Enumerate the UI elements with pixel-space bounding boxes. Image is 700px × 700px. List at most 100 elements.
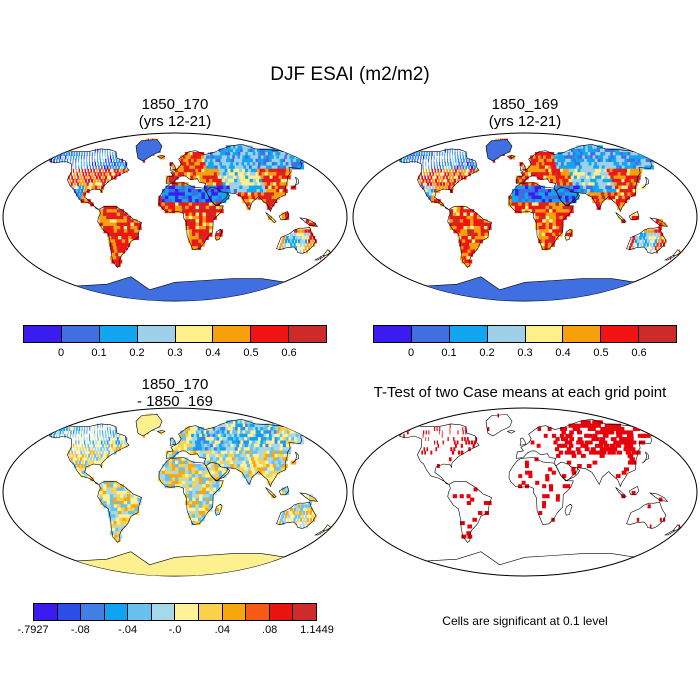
grid-cell	[527, 165, 532, 170]
grid-cell	[651, 246, 654, 251]
grid-cell	[108, 239, 114, 244]
grid-cell	[433, 155, 435, 160]
grid-cell	[195, 477, 200, 482]
grid-cell	[551, 195, 556, 200]
grid-cell	[449, 427, 451, 431]
grid-cell	[439, 430, 440, 435]
grid-cell	[284, 514, 288, 519]
grid-cell	[199, 501, 203, 505]
grid-cell	[227, 443, 233, 448]
grid-cell	[161, 192, 166, 197]
grid-cell	[83, 464, 87, 468]
grid-cell	[531, 189, 536, 193]
grid-cell	[218, 158, 223, 163]
grid-cell	[281, 490, 286, 495]
grid-cell	[89, 427, 91, 431]
grid-cell	[522, 165, 526, 170]
grid-cell	[97, 427, 98, 431]
grid-cell	[607, 182, 613, 187]
grid-cell	[98, 440, 100, 445]
grid-cell	[615, 185, 621, 190]
grid-cell	[171, 474, 176, 479]
grid-cell	[455, 158, 457, 163]
grid-cell	[195, 507, 200, 512]
grid-cell	[75, 162, 77, 167]
grid-cell	[58, 433, 61, 438]
grid-cell	[243, 440, 249, 445]
grid-cell	[518, 178, 523, 183]
grid-cell	[301, 514, 304, 519]
grid-cell	[188, 437, 193, 442]
grid-cell	[278, 450, 285, 455]
grid-cell	[73, 152, 76, 156]
grid-cell	[259, 178, 265, 183]
grid-cell	[165, 450, 170, 455]
grid-cell	[195, 168, 200, 173]
grid-cell	[538, 236, 543, 240]
colorbar-box	[563, 326, 602, 342]
grid-cell	[563, 182, 568, 187]
grid-cell	[528, 182, 533, 187]
grid-cell	[193, 433, 198, 438]
grid-cell	[561, 430, 566, 435]
grid-cell	[644, 239, 648, 244]
grid-cell	[103, 226, 108, 230]
grid-cell	[127, 501, 132, 505]
grid-cell	[178, 460, 183, 465]
grid-cell	[217, 427, 223, 431]
grid-cell	[188, 511, 193, 515]
grid-cell	[91, 178, 94, 183]
grid-cell	[515, 192, 519, 197]
grid-cell	[433, 162, 435, 167]
grid-cell	[210, 447, 216, 452]
grid-cell	[619, 199, 624, 204]
grid-cell	[618, 195, 624, 200]
grid-cell	[81, 430, 82, 435]
grid-cell	[567, 450, 573, 455]
grid-cell	[194, 189, 199, 193]
coastline-southAmerica	[97, 206, 142, 268]
grid-cell	[460, 232, 466, 237]
grid-cell	[134, 232, 139, 237]
grid-cell	[220, 427, 225, 431]
grid-cell	[194, 437, 199, 442]
grid-cell	[224, 168, 230, 173]
grid-cell	[195, 470, 200, 475]
grid-cell	[301, 504, 305, 509]
grid-cell	[305, 511, 309, 515]
grid-cell	[202, 484, 207, 489]
grid-cell	[448, 165, 450, 170]
grid-cell	[197, 152, 202, 156]
grid-cell	[207, 433, 212, 438]
grid-cell	[133, 226, 139, 230]
grid-cell	[306, 517, 309, 522]
grid-cell	[565, 199, 570, 204]
grid-cell	[422, 185, 425, 190]
grid-cell	[199, 178, 205, 183]
grid-cell	[439, 427, 441, 431]
grid-cell	[103, 172, 106, 177]
grid-cell	[640, 152, 648, 156]
grid-cell	[284, 212, 290, 217]
grid-cell	[584, 158, 590, 163]
grid-cell	[180, 158, 184, 163]
grid-cell	[269, 199, 274, 204]
grid-cell	[249, 440, 255, 445]
grid-cell	[425, 185, 428, 190]
grid-cell	[469, 246, 475, 251]
grid-cell	[208, 474, 213, 479]
grid-cell	[627, 460, 634, 465]
grid-cell	[420, 172, 422, 177]
grid-cell	[540, 152, 544, 156]
grid-cell	[192, 219, 197, 224]
grid-cell	[186, 172, 191, 177]
grid-cell	[271, 423, 279, 428]
grid-cell	[214, 155, 219, 160]
grid-cell	[216, 460, 222, 465]
grid-cell	[419, 178, 422, 183]
grid-cell	[424, 450, 426, 455]
colorbar-box	[449, 326, 488, 342]
grid-cell	[567, 152, 573, 156]
colorbar-box	[128, 604, 152, 620]
grid-cell	[264, 192, 269, 197]
